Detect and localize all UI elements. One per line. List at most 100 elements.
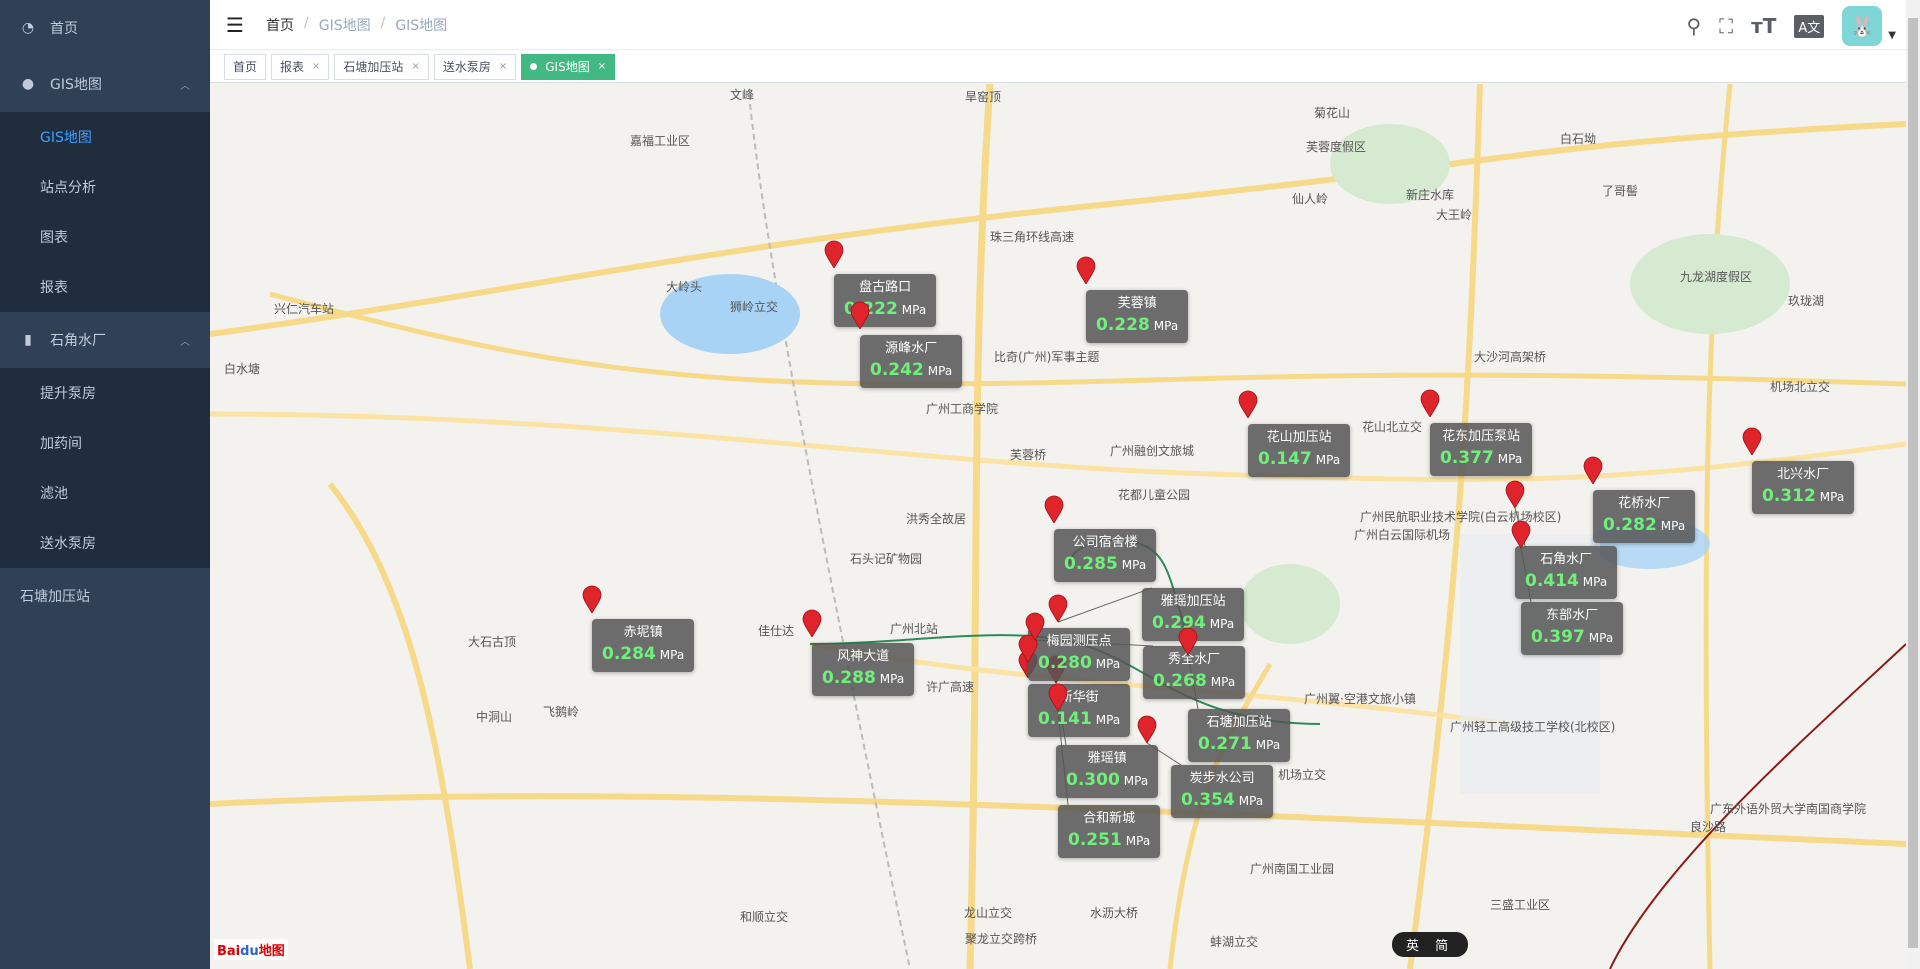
close-icon[interactable]: × xyxy=(312,61,321,72)
sidebar-item-label: 首页 xyxy=(50,21,78,37)
map-place-label: 珠三角环线高速 xyxy=(990,230,1075,244)
station-info-card[interactable]: 源峰水厂 0.242 MPa xyxy=(860,335,963,388)
tab[interactable]: 送水泵房 × xyxy=(433,53,517,80)
station-info-card[interactable]: 花桥水厂 0.282 MPa xyxy=(1593,490,1696,543)
map-marker-icon[interactable] xyxy=(850,301,870,329)
station-info-card[interactable]: 芙蓉镇 0.228 MPa xyxy=(1086,290,1189,343)
station-info-card[interactable]: 雅瑶加压站 0.294 MPa xyxy=(1142,588,1245,641)
sidebar-subitem[interactable]: 加药间 xyxy=(0,418,210,468)
tab-label: 石塘加压站 xyxy=(343,60,404,74)
map-place-label: 大岭头 xyxy=(666,280,703,294)
station-pressure: 0.251 xyxy=(1068,830,1122,850)
map-place-label: 水沥大桥 xyxy=(1090,906,1139,920)
map-place-label: 旱窑顶 xyxy=(965,90,1002,104)
sidebar-subitem[interactable]: 报表 xyxy=(0,262,210,312)
station-info-card[interactable]: 东部水厂 0.397 MPa xyxy=(1521,602,1624,655)
tab-label: 报表 xyxy=(280,60,305,74)
sidebar-subitem-label: 站点分析 xyxy=(40,180,96,196)
station-info-card[interactable]: 石塘加压站 0.271 MPa xyxy=(1188,709,1291,762)
map-place-label: 大石古顶 xyxy=(468,635,517,649)
sidebar-subitem[interactable]: 滤池 xyxy=(0,468,210,518)
map-marker-icon[interactable] xyxy=(1025,612,1045,640)
close-icon[interactable]: × xyxy=(411,61,420,72)
bar-chart-icon: ▮ xyxy=(24,332,32,348)
station-name: 石塘加压站 xyxy=(1206,715,1272,730)
map-marker-icon[interactable] xyxy=(1505,480,1525,508)
station-pressure: 0.414 xyxy=(1525,571,1579,591)
sidebar-subitem[interactable]: 站点分析 xyxy=(0,162,210,212)
sidebar-item[interactable]: ◔ 首页 xyxy=(0,0,210,56)
map-marker-icon[interactable] xyxy=(1137,715,1157,743)
page-scrollbar[interactable] xyxy=(1906,0,1920,969)
avatar[interactable]: 🐰 xyxy=(1842,6,1883,46)
sidebar-subitem[interactable]: 图表 xyxy=(0,212,210,262)
map-place-label: 九龙湖度假区 xyxy=(1680,270,1753,284)
station-info-card[interactable]: 秀全水厂 0.268 MPa xyxy=(1143,646,1246,699)
map-marker-icon[interactable] xyxy=(1044,495,1064,523)
station-name: 赤坭镇 xyxy=(623,625,663,640)
sidebar-item[interactable]: ▮ 石角水厂 ︿ xyxy=(0,312,210,368)
sidebar-subitem[interactable]: GIS地图 xyxy=(0,112,210,162)
map-place-label: 新庄水库 xyxy=(1406,188,1455,202)
station-pressure: 0.300 xyxy=(1066,770,1120,790)
baidu-map[interactable]: 文峰 旱窑顶 嘉福工业区 芙蓉度假区 菊花山 仙人岭 新庄水库 大王岭 白石坳 了哥髻 珠三角环线高… xyxy=(210,84,1906,969)
map-marker-icon[interactable] xyxy=(1076,256,1096,284)
fullscreen-icon[interactable]: ⛶ xyxy=(1719,14,1734,38)
map-marker-icon[interactable] xyxy=(1583,456,1603,484)
caret-down-icon[interactable]: ▼ xyxy=(1888,29,1896,41)
map-marker-icon[interactable] xyxy=(1238,390,1258,418)
pressure-unit: MPa xyxy=(1210,675,1236,689)
map-marker-icon[interactable] xyxy=(582,585,602,613)
map-marker-icon[interactable] xyxy=(1420,389,1440,417)
station-info-card[interactable]: 石角水厂 0.414 MPa xyxy=(1515,546,1618,599)
station-info-card[interactable]: 花山加压站 0.147 MPa xyxy=(1248,424,1351,477)
station-info-card[interactable]: 赤坭镇 0.284 MPa xyxy=(592,619,695,672)
close-icon[interactable]: × xyxy=(498,61,508,72)
map-place-label: 玖珑湖 xyxy=(1788,294,1825,308)
map-place-label: 蚌湖立交 xyxy=(1210,935,1259,949)
map-marker-icon[interactable] xyxy=(1048,594,1068,622)
station-name: 雅瑶加压站 xyxy=(1160,594,1226,609)
active-dot xyxy=(530,63,538,70)
breadcrumb-item: GIS地图 xyxy=(395,17,448,34)
map-marker-icon[interactable] xyxy=(1511,520,1531,548)
tab[interactable]: 首页 xyxy=(224,53,267,80)
language-toolbar[interactable]: 英 简 xyxy=(1392,932,1469,957)
map-marker-icon[interactable] xyxy=(1742,427,1762,455)
sidebar-item[interactable]: 石塘加压站 xyxy=(0,568,210,624)
map-place-label: 广州民航职业技术学院(白云机场校区) xyxy=(1360,510,1562,524)
sidebar-subitem[interactable]: 提升泵房 xyxy=(0,368,210,418)
tab[interactable]: 报表 × xyxy=(271,53,330,80)
map-marker-icon[interactable] xyxy=(1018,634,1038,662)
sidebar-subitem-label: 提升泵房 xyxy=(40,386,96,402)
map-marker-icon[interactable] xyxy=(824,240,844,268)
station-info-card[interactable]: 雅瑶镇 0.300 MPa xyxy=(1056,745,1159,798)
close-icon[interactable]: × xyxy=(597,61,607,72)
map-marker-icon[interactable] xyxy=(1048,683,1068,711)
map-marker-icon[interactable] xyxy=(802,609,822,637)
station-info-card[interactable]: 风神大道 0.288 MPa xyxy=(812,643,915,696)
search-icon[interactable]: ⚲ xyxy=(1686,14,1702,38)
font-size-icon[interactable]: тT xyxy=(1751,14,1777,38)
sidebar-item[interactable]: ● GIS地图 ︿ xyxy=(0,56,210,112)
tab[interactable]: 石塘加压站 × xyxy=(334,53,429,80)
hamburger-icon[interactable]: ☰ xyxy=(226,12,244,37)
sidebar-subitem[interactable]: 送水泵房 xyxy=(0,518,210,568)
breadcrumb-item[interactable]: 首页 xyxy=(266,17,294,34)
station-info-card[interactable]: 花东加压泵站 0.377 MPa xyxy=(1430,423,1533,476)
station-info-card[interactable]: 合和新城 0.251 MPa xyxy=(1058,805,1161,858)
station-info-card[interactable]: 炭步水公司 0.354 MPa xyxy=(1171,765,1274,818)
tab[interactable]: GIS地图 × xyxy=(521,53,616,80)
sidebar-subitem-label: 滤池 xyxy=(40,486,68,502)
breadcrumb-item[interactable]: GIS地图 xyxy=(318,17,371,34)
translate-icon[interactable]: A文 xyxy=(1794,14,1825,38)
station-info-card[interactable]: 新华街 0.141 MPa xyxy=(1028,684,1131,737)
sidebar-item-label: GIS地图 xyxy=(50,77,102,93)
map-place-label: 狮岭立交 xyxy=(730,300,779,314)
station-info-card[interactable]: 公司宿舍楼 0.285 MPa xyxy=(1054,529,1157,582)
map-marker-icon[interactable] xyxy=(1178,627,1198,655)
pressure-unit: MPa xyxy=(1582,575,1608,589)
station-info-card[interactable]: 梅园测压点 0.280 MPa xyxy=(1028,628,1131,681)
globe-icon: ● xyxy=(21,76,35,92)
station-info-card[interactable]: 北兴水厂 0.312 MPa xyxy=(1752,461,1855,514)
